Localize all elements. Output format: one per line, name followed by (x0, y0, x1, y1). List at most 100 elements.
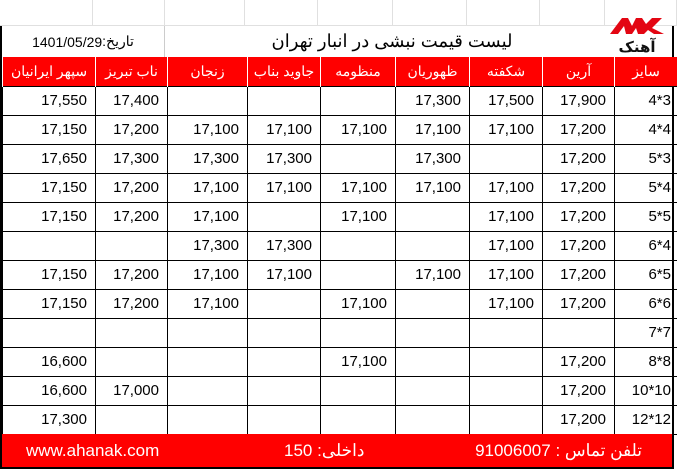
price-cell (247, 317, 321, 348)
price-cell: 17,150 (2, 201, 96, 232)
cell-value: 17,200 (560, 237, 606, 254)
price-cell: 17,300 (247, 143, 321, 174)
price-cell (395, 375, 470, 406)
cell-value: 16,600 (41, 382, 87, 399)
cell-value: 7*7 (648, 324, 671, 341)
price-cell: 17,100 (320, 346, 396, 377)
table-row: 4*4 17,200 17,100 17,100 17,100 17,100 17,100 1… (2, 114, 677, 145)
cell-value: 5*5 (648, 208, 671, 225)
price-cell: 17,100 (395, 114, 470, 145)
cell-value: 17,300 (193, 150, 239, 167)
price-cell: 17,200 (95, 114, 168, 145)
cell-value: 17,100 (488, 237, 534, 254)
price-cell (469, 346, 543, 377)
price-cell: 17,100 (320, 114, 396, 145)
phone-number: 91006007 (475, 441, 551, 460)
price-cell: 17,300 (247, 230, 321, 261)
price-cell: 17,650 (2, 143, 96, 174)
cell-value: 8*8 (648, 353, 671, 370)
cell-value: 6*5 (648, 266, 671, 283)
price-cell: 17,100 (167, 114, 248, 145)
price-cell: 17,200 (542, 259, 615, 290)
cell-value: 17,300 (193, 237, 239, 254)
cell-value: 17,150 (41, 179, 87, 196)
cell-value: 17,300 (266, 150, 312, 167)
cell-value: 17,100 (341, 208, 387, 225)
cell-value: 17,200 (560, 179, 606, 196)
price-cell: 17,100 (469, 172, 543, 203)
cell-value: 17,200 (560, 295, 606, 312)
price-cell: 16,600 (2, 375, 96, 406)
price-cell: 17,100 (469, 230, 543, 261)
price-cell (320, 143, 396, 174)
price-cell: 17,100 (167, 172, 248, 203)
extension-label: داخلی: (317, 441, 365, 460)
cell-value: 17,200 (113, 266, 159, 283)
cell-value: 17,100 (266, 179, 312, 196)
price-cell: 17,100 (469, 114, 543, 145)
price-cell: 17,150 (2, 259, 96, 290)
table-row: 7*7 (2, 317, 677, 348)
cell-value: 17,100 (488, 121, 534, 138)
cell-value: 17,100 (266, 121, 312, 138)
header-row: سایز آرین شکفته ظهوریان منظومه جاوید بناب زنجا… (2, 57, 677, 86)
price-cell: 17,200 (542, 230, 615, 261)
price-cell (247, 85, 321, 116)
price-cell: 17,200 (542, 201, 615, 232)
column-header: سپهر ایرانیان (2, 57, 96, 86)
price-cell: 17,100 (320, 288, 396, 319)
size-cell: 6*4 (614, 230, 677, 261)
cell-value: 12*12 (631, 411, 671, 428)
price-cell: 17,100 (247, 114, 321, 145)
price-cell (247, 201, 321, 232)
price-cell (469, 143, 543, 174)
cell-value: 17,100 (266, 266, 312, 283)
cell-value: 17,100 (488, 295, 534, 312)
table-row: 5*3 17,200 17,300 17,300 17,300 17,300 17,650 (2, 143, 677, 174)
cell-value: 17,200 (560, 382, 606, 399)
column-header: زنجان (167, 57, 248, 86)
website-link[interactable]: www.ahanak.com (26, 441, 160, 460)
size-cell: 6*5 (614, 259, 677, 290)
cell-value: 17,150 (41, 208, 87, 225)
price-cell: 17,150 (2, 114, 96, 145)
price-cell (167, 317, 248, 348)
cell-value: 17,100 (193, 121, 239, 138)
table-row: 6*5 17,200 17,100 17,100 17,100 17,100 17,200 1… (2, 259, 677, 290)
cell-value: 17,100 (341, 121, 387, 138)
price-cell: 17,300 (95, 143, 168, 174)
price-cell: 17,550 (2, 85, 96, 116)
price-cell (395, 230, 470, 261)
price-cell (95, 346, 168, 377)
price-cell: 17,200 (95, 288, 168, 319)
cell-value: 5*3 (648, 150, 671, 167)
column-header: سایز (614, 57, 677, 86)
price-cell (320, 230, 396, 261)
price-cell (247, 346, 321, 377)
date-value: 1401/05/29 (32, 33, 103, 50)
price-cell: 17,200 (542, 375, 615, 406)
price-cell: 17,100 (247, 172, 321, 203)
price-cell (95, 230, 168, 261)
price-cell: 17,100 (469, 259, 543, 290)
price-cell (247, 288, 321, 319)
price-cell: 17,100 (469, 288, 543, 319)
table-row: 6*6 17,200 17,100 17,100 17,100 17,200 17,150 (2, 288, 677, 319)
table-row: 10*10 17,200 17,000 16,600 (2, 375, 677, 406)
size-cell: 12*12 (614, 404, 677, 435)
size-cell: 10*10 (614, 375, 677, 406)
cell-value: 17,100 (415, 266, 461, 283)
price-cell: 17,100 (320, 201, 396, 232)
price-cell: 17,200 (542, 346, 615, 377)
price-cell: 17,100 (247, 259, 321, 290)
price-cell (95, 317, 168, 348)
cell-value: 17,100 (488, 179, 534, 196)
price-cell (320, 317, 396, 348)
cell-value: 17,300 (41, 411, 87, 428)
cell-value: 10*10 (631, 382, 671, 399)
price-cell (395, 201, 470, 232)
size-cell: 5*4 (614, 172, 677, 203)
cell-value: 17,100 (415, 179, 461, 196)
price-cell: 17,200 (542, 404, 615, 435)
